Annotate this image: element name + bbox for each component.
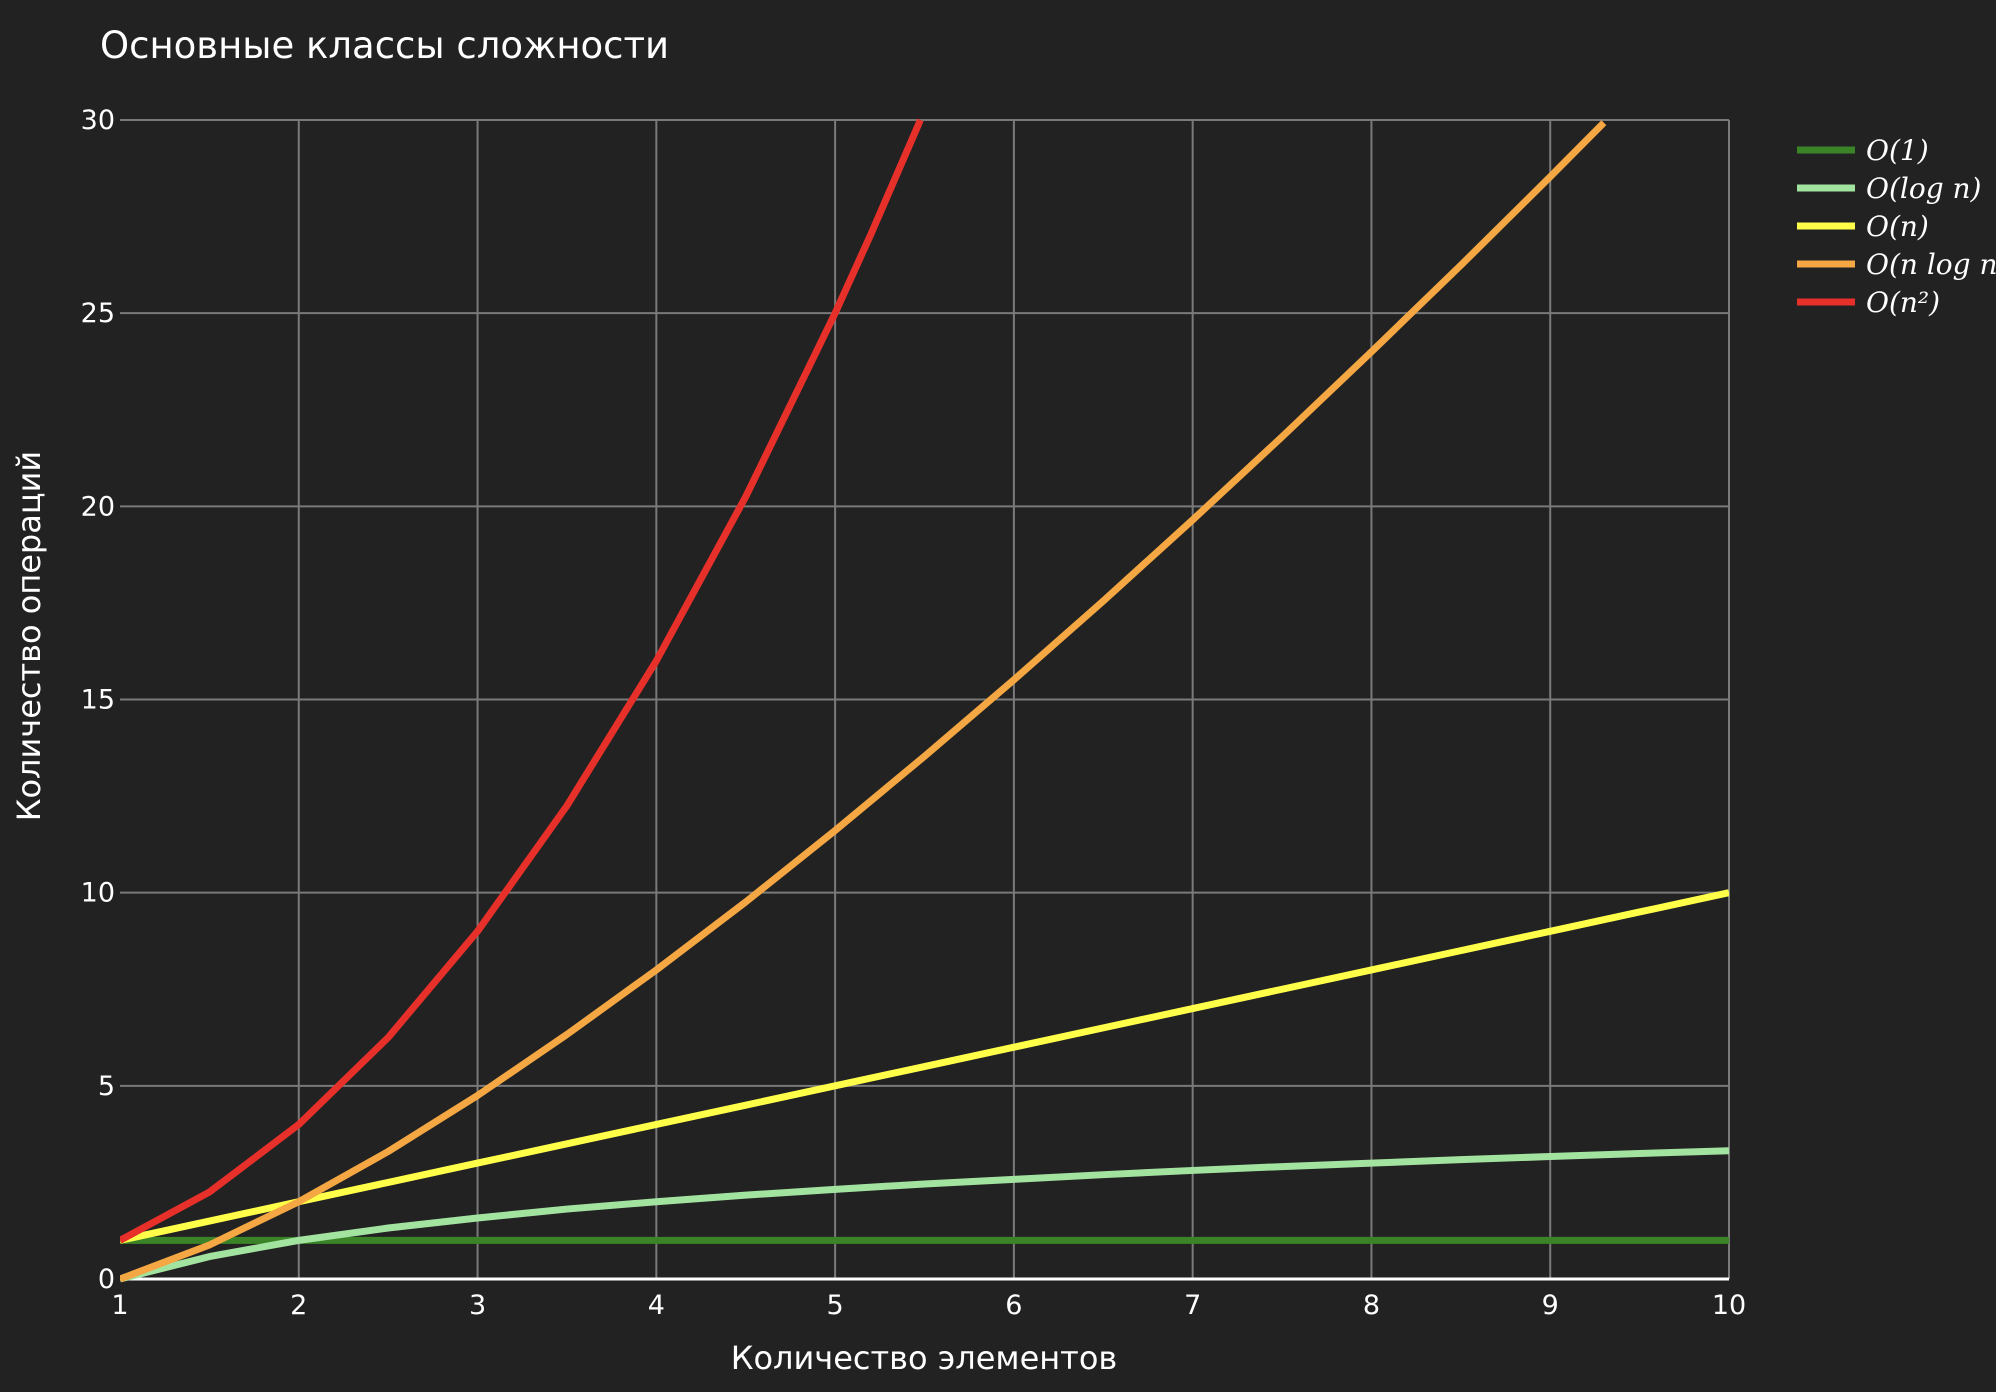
- series-line-3: [120, 120, 1607, 1283]
- x-tick-label: 6: [1005, 1290, 1022, 1321]
- legend-item-2[interactable]: O(n): [1797, 210, 1929, 243]
- y-tick-label: 10: [81, 878, 115, 909]
- y-tick-label: 25: [81, 298, 115, 329]
- series-line-4: [120, 118, 924, 1244]
- legend-label: O(1): [1866, 134, 1929, 167]
- series-line-1: [120, 1147, 1729, 1283]
- y-tick-label: 20: [81, 491, 115, 522]
- x-tick-label: 1: [111, 1290, 128, 1321]
- x-tick-label: 9: [1542, 1290, 1559, 1321]
- x-tick-label: 7: [1184, 1290, 1201, 1321]
- y-tick-label: 15: [81, 685, 115, 716]
- legend-label: O(n log n): [1866, 248, 1996, 281]
- x-tick-label: 10: [1712, 1290, 1746, 1321]
- legend-item-1[interactable]: O(log n): [1797, 172, 1981, 205]
- legend-item-0[interactable]: O(1): [1797, 134, 1929, 167]
- y-tick-label: 30: [81, 105, 115, 136]
- x-tick-label: 8: [1363, 1290, 1380, 1321]
- y-axis-title: Количество операций: [10, 451, 48, 821]
- x-tick-label: 2: [290, 1290, 307, 1321]
- grid-layer: [120, 119, 1730, 1279]
- chart-title: Основные классы сложности: [100, 24, 669, 67]
- y-tick-label: 0: [98, 1264, 115, 1295]
- legend-label: O(n²): [1866, 286, 1940, 319]
- y-tick-label: 5: [98, 1071, 115, 1102]
- x-tick-label: 4: [648, 1290, 665, 1321]
- series-layer: [120, 118, 1729, 1283]
- legend-label: O(log n): [1866, 172, 1981, 205]
- series-line-2: [120, 889, 1729, 1244]
- tick-layer: 1 2 3 4 5 6 7 8 9 10 0 5 10 15 20 25 30: [81, 105, 1747, 1321]
- x-tick-label: 5: [827, 1290, 844, 1321]
- legend-label: O(n): [1866, 210, 1929, 243]
- legend-item-3[interactable]: O(n log n): [1797, 248, 1996, 281]
- legend-item-4[interactable]: O(n²): [1797, 286, 1940, 319]
- x-axis-title: Количество элементов: [731, 1339, 1118, 1377]
- legend[interactable]: O(1) O(log n) O(n) O(n log n) O(n²): [1797, 134, 1996, 319]
- x-tick-label: 3: [469, 1290, 486, 1321]
